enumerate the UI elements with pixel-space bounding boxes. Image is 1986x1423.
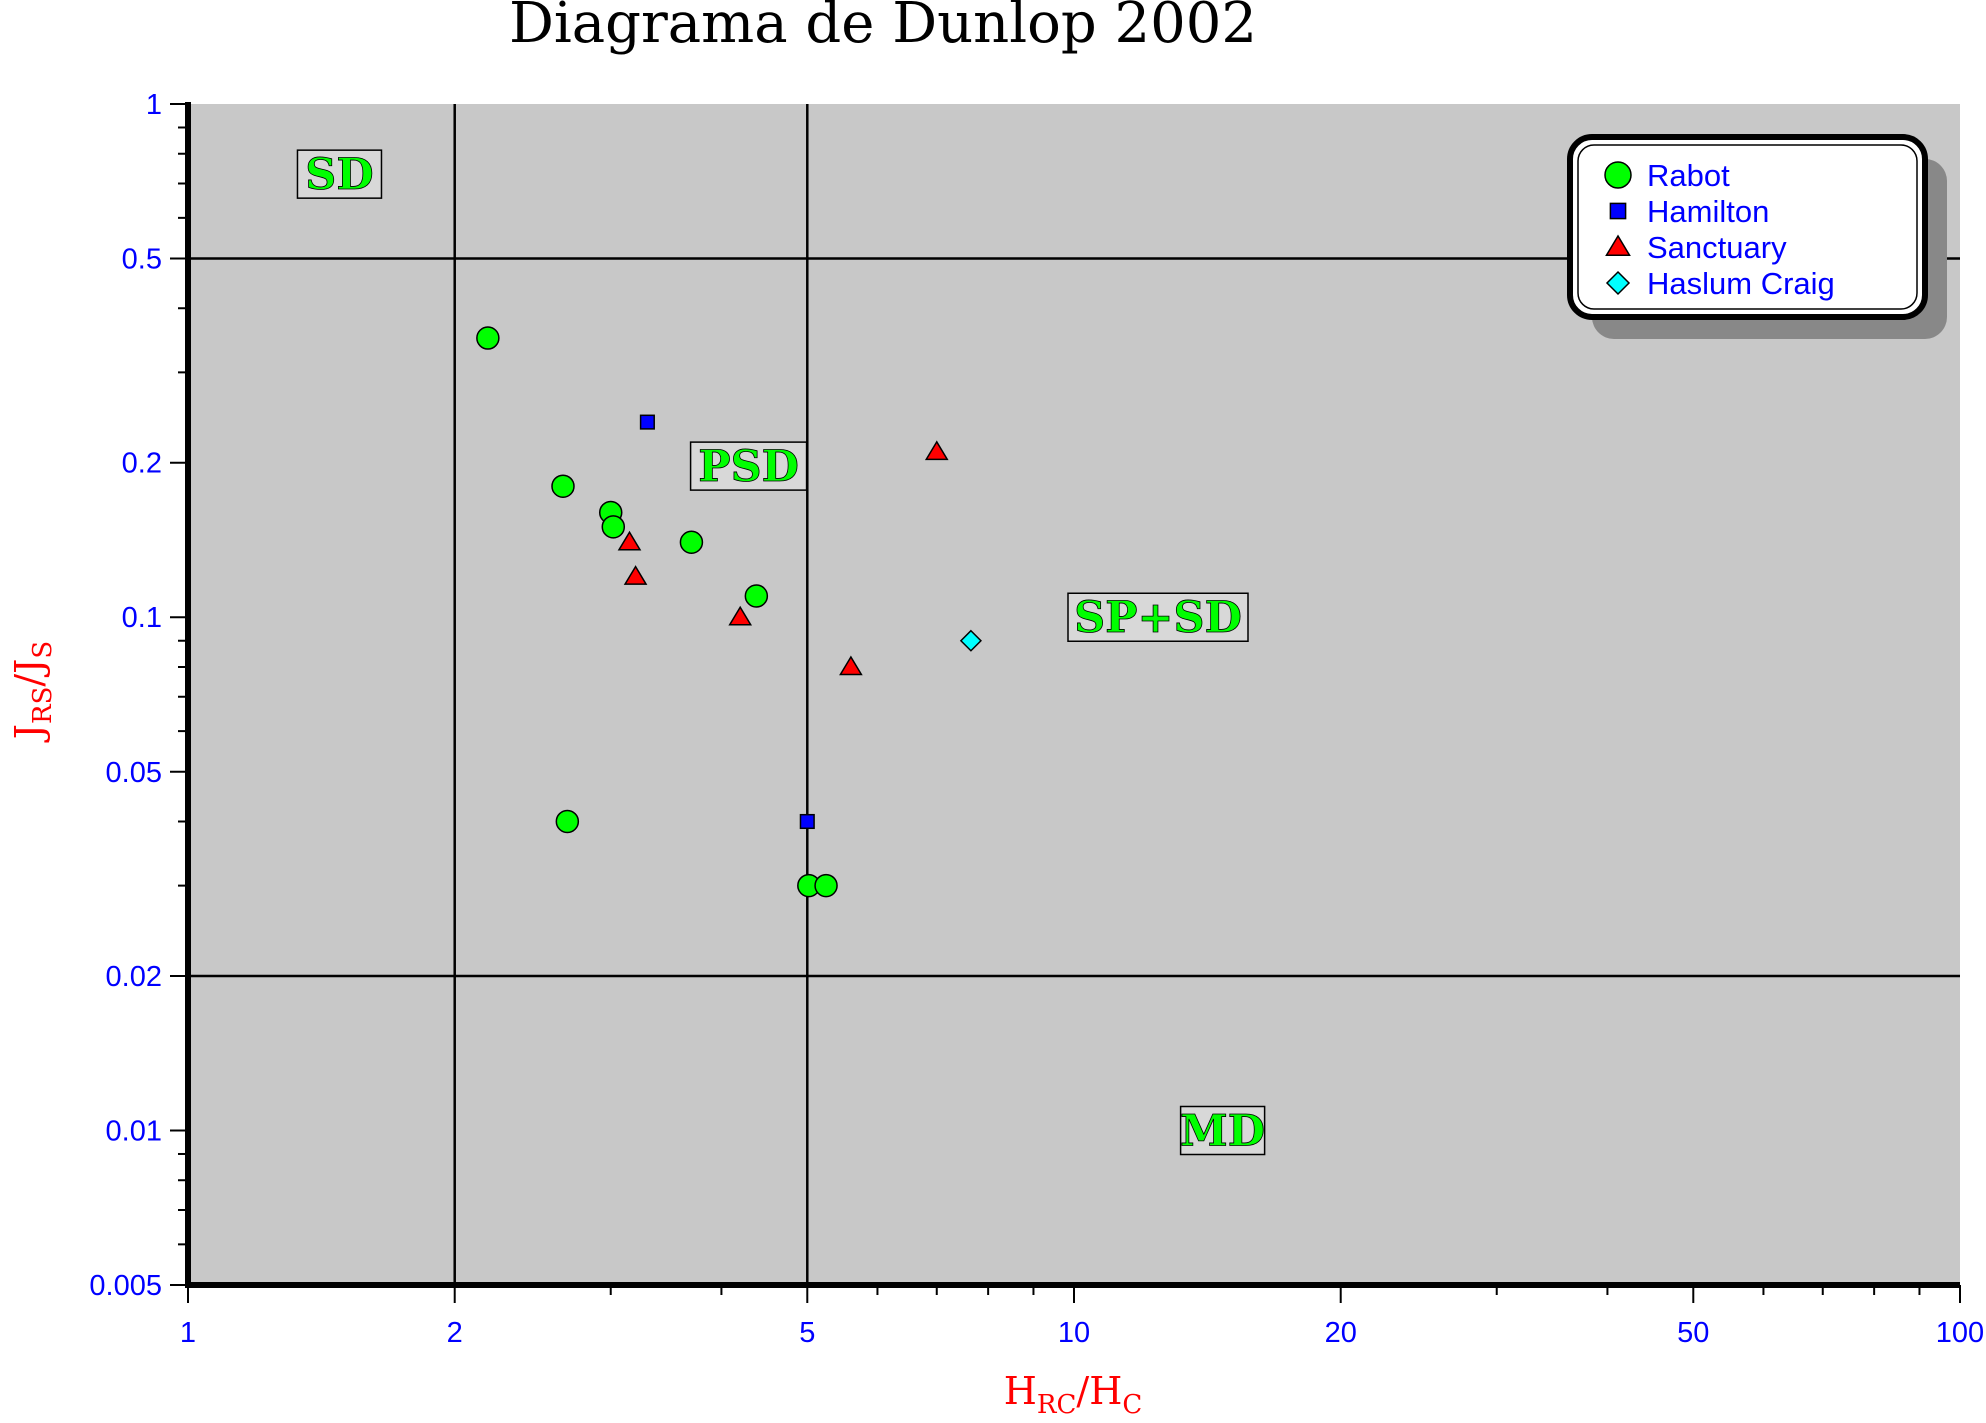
y-tick-label: 0.01 — [106, 1115, 162, 1147]
rabot-point — [555, 809, 580, 834]
sanctuary-point — [623, 565, 648, 585]
region-box — [1179, 1105, 1266, 1156]
axes — [185, 102, 1960, 1288]
region-label: SD — [305, 150, 373, 200]
sanctuary-point — [924, 440, 949, 461]
x-tick-label: 5 — [799, 1317, 815, 1349]
hamilton-point — [799, 813, 815, 830]
legend-hamilton-label: Hamilton — [1647, 194, 1769, 229]
region-box — [1067, 592, 1249, 642]
region-box — [296, 149, 383, 199]
region-box — [689, 441, 808, 491]
x-tick-label: 20 — [1325, 1317, 1357, 1349]
region-label: MD — [1180, 1106, 1265, 1156]
legend-inner-border — [1577, 144, 1918, 310]
data-points — [476, 326, 982, 898]
rabot-point — [601, 515, 626, 539]
sanctuary-point — [728, 605, 753, 626]
x-tick-label: 1 — [180, 1317, 196, 1349]
rabot-point — [744, 584, 769, 608]
x-axis-label: HRC/HC — [1004, 1369, 1142, 1420]
y-tick-label: 0.5 — [122, 244, 162, 276]
legend-hamilton-marker — [1609, 202, 1627, 220]
legend-box — [1567, 134, 1928, 320]
y-tick-label: 0.02 — [106, 961, 162, 993]
legend-haslum-craig-marker — [1605, 270, 1631, 296]
x-tick-label: 100 — [1936, 1317, 1984, 1349]
sanctuary-point — [839, 655, 863, 676]
rabot-point — [679, 530, 704, 554]
legend-rabot-marker — [1604, 161, 1632, 189]
legend-sanctuary-label: Sanctuary — [1647, 230, 1787, 265]
rabot-point — [551, 474, 575, 498]
x-tick-label: 2 — [447, 1317, 463, 1349]
y-tick-label: 0.05 — [106, 757, 162, 789]
region-label: PSD — [698, 442, 799, 492]
y-tick-label: 1 — [146, 89, 162, 121]
x-axis-ticks: 1 2 5 10 20 50 100 — [180, 1285, 1984, 1349]
legend-rabot-label: Rabot — [1647, 158, 1730, 193]
haslum-craig-point — [959, 629, 982, 652]
legend-haslum-craig-label: Haslum Craig — [1647, 266, 1835, 301]
y-axis-ticks: 1 0.5 0.2 0.1 0.05 0.02 0.01 0.005 — [89, 89, 188, 1302]
x-tick-label: 10 — [1058, 1317, 1090, 1349]
legend-sanctuary-marker — [1605, 234, 1631, 256]
region-label: SP+SD — [1074, 593, 1242, 643]
x-tick-label: 50 — [1677, 1317, 1709, 1349]
y-axis-label: JRS/JS — [7, 641, 58, 743]
rabot-point — [814, 873, 838, 898]
sanctuary-point — [617, 530, 642, 551]
region-labels: SD PSD SP+SD MD — [296, 149, 1266, 1157]
chart-title: Diagrama de Dunlop 2002 — [509, 0, 1257, 56]
y-tick-label: 0.2 — [122, 448, 162, 480]
rabot-point — [476, 326, 500, 350]
hamilton-point — [639, 414, 655, 430]
y-tick-label: 0.1 — [122, 602, 162, 634]
y-tick-label: 0.005 — [89, 1270, 162, 1302]
